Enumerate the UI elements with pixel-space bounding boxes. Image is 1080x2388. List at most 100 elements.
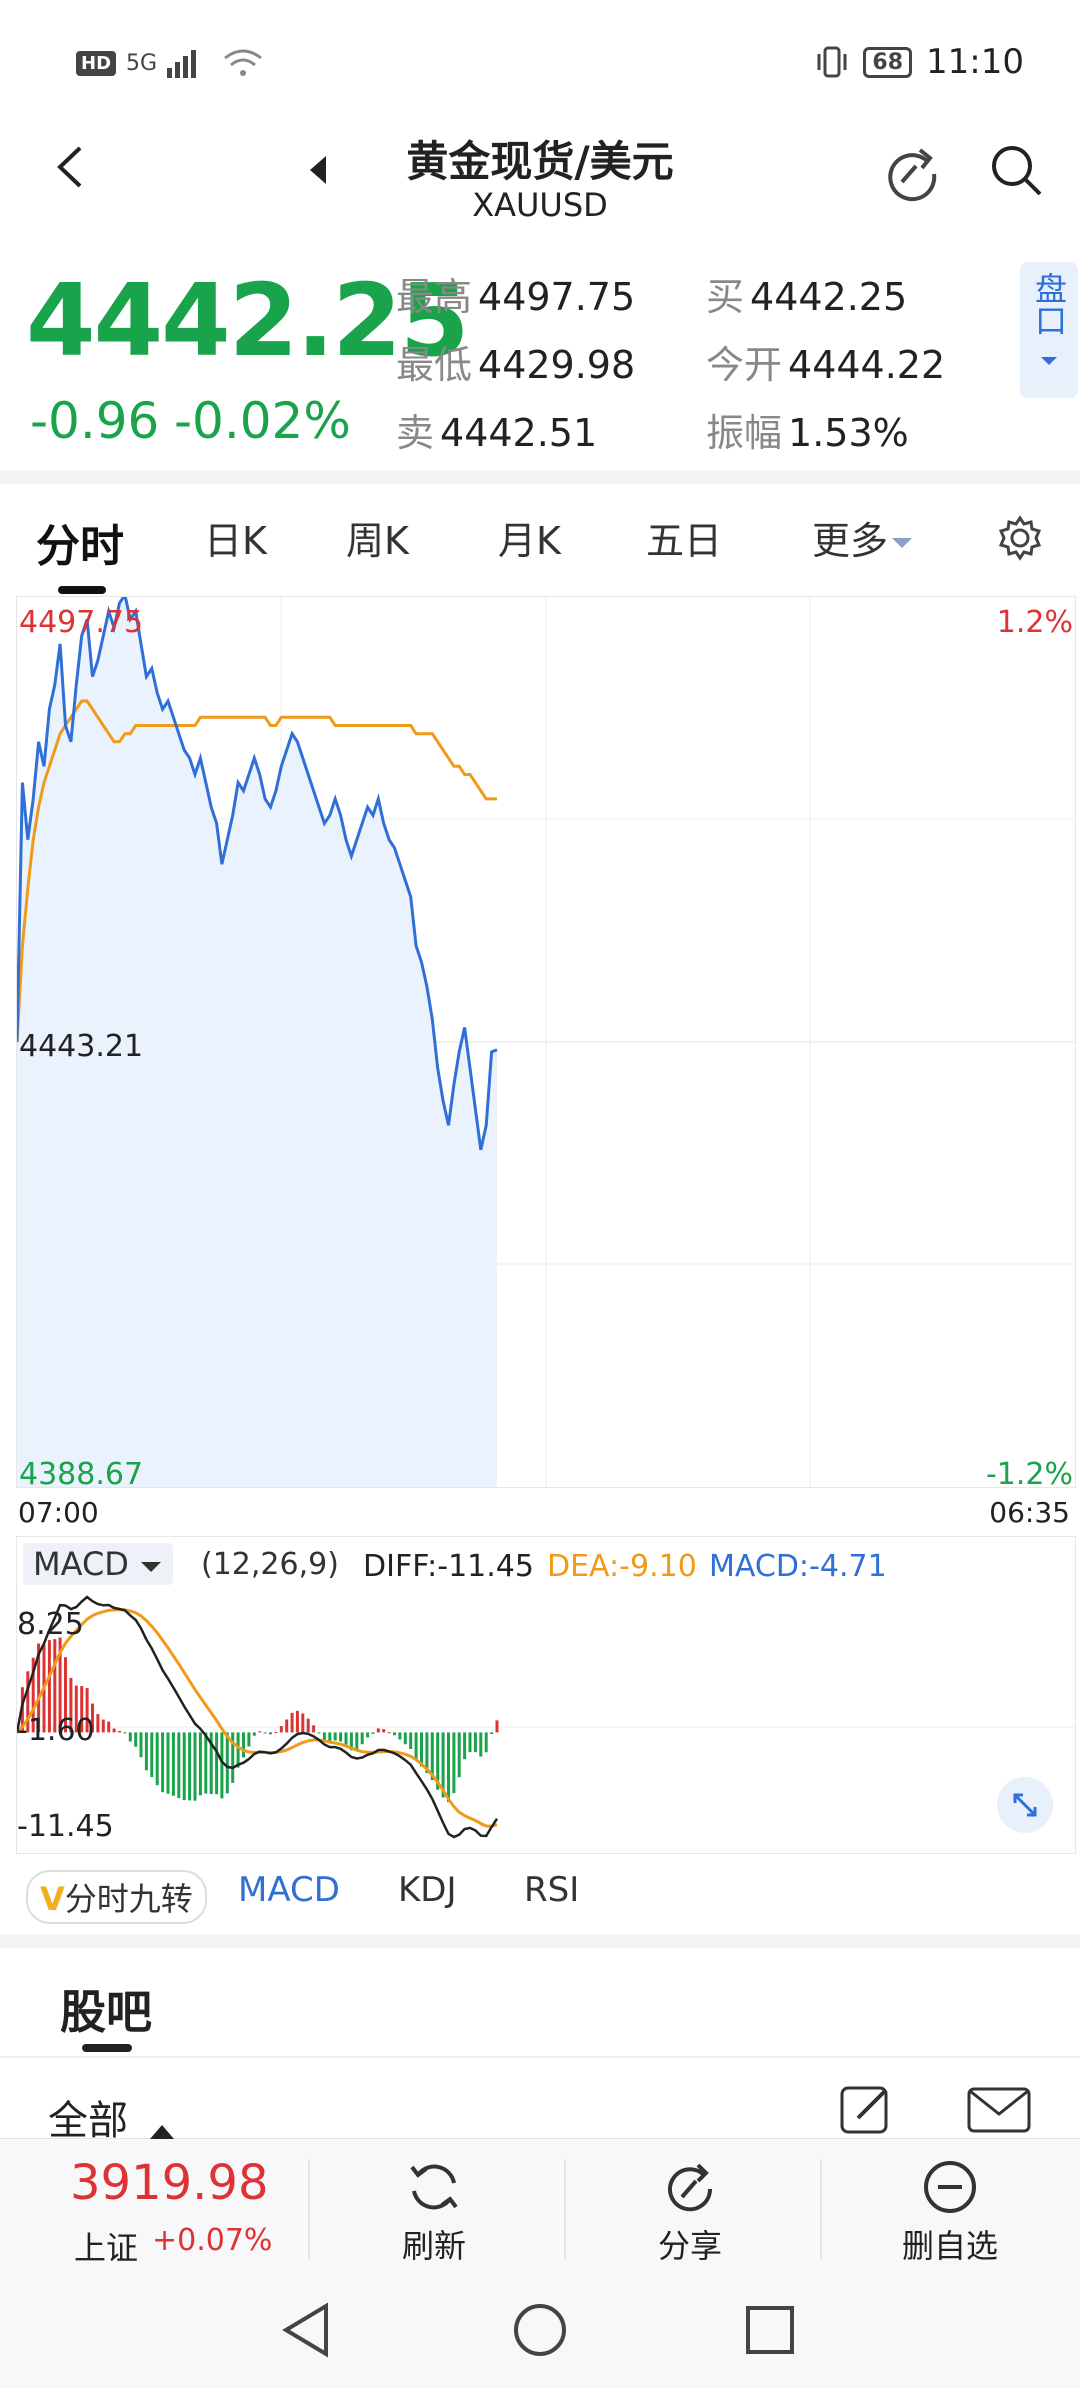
messages-button[interactable] [966, 2086, 1032, 2138]
macd-bar [495, 1720, 499, 1733]
macd-y-mid-label: -1.60 [17, 1713, 95, 1748]
tab-monthly-k[interactable]: 月K [498, 519, 561, 563]
macd-bar [473, 1732, 477, 1753]
divider [0, 2056, 1080, 2058]
macd-bar [53, 1639, 57, 1733]
macd-bar [349, 1732, 353, 1751]
forum-title: 股吧 [60, 1985, 152, 2039]
macd-bar [457, 1732, 461, 1778]
macd-bar [107, 1721, 111, 1733]
macd-bar [204, 1732, 208, 1794]
forum-filter-all[interactable]: 全部 [48, 2098, 128, 2144]
prev-symbol-button[interactable] [306, 152, 330, 192]
price-line [15, 591, 498, 1151]
share-icon [888, 148, 937, 202]
tab-daily-k[interactable]: 日K [204, 519, 267, 563]
share-top-button[interactable] [880, 140, 944, 208]
back-button[interactable] [50, 142, 90, 196]
macd-bar [290, 1712, 294, 1733]
tab-rsi[interactable]: RSI [524, 1870, 580, 1910]
macd-bar [258, 1731, 262, 1733]
sell-value: 4442.51 [440, 411, 598, 455]
macd-bar [15, 1732, 19, 1734]
low-value: 4429.98 [478, 343, 636, 387]
price-area-fill [17, 595, 497, 1487]
expand-icon [1013, 1793, 1037, 1817]
wifi-icon [224, 49, 262, 76]
current-price: 4442.25 [26, 262, 469, 379]
hd-icon: HD [76, 50, 117, 76]
macd-bar [285, 1719, 289, 1733]
refresh-button[interactable]: 刷新 [384, 2157, 484, 2267]
macd-bar [344, 1732, 348, 1746]
macd-bar [177, 1732, 181, 1799]
average-price-line [15, 699, 497, 1043]
macd-bar [134, 1732, 138, 1747]
mail-icon [967, 2087, 1031, 2133]
tab-weekly-k[interactable]: 周K [346, 519, 409, 563]
macd-bar [328, 1732, 332, 1743]
pct-axis-bottom-label: -1.2% [985, 1457, 1073, 1492]
macd-bar [366, 1732, 370, 1738]
macd-bar [166, 1732, 170, 1794]
macd-panel[interactable]: MACD (12,26,9) DIFF:-11.45 DEA:-9.10 MAC… [15, 1536, 1076, 1854]
macd-bar [360, 1732, 364, 1745]
macd-selector[interactable]: MACD [23, 1543, 174, 1585]
expand-button[interactable] [997, 1777, 1053, 1833]
open-label: 今开 [706, 343, 783, 387]
macd-bar [220, 1732, 224, 1799]
divider [0, 470, 1080, 484]
macd-bar [430, 1732, 434, 1781]
pankou-button[interactable]: 盘口 [1020, 262, 1078, 398]
quote-amplitude: 振幅 1.53% [706, 402, 909, 457]
macd-bar [85, 1688, 89, 1733]
macd-bar [139, 1732, 143, 1758]
x-axis-end-label: 06:35 [989, 1496, 1070, 1529]
triangle-up-icon [150, 2125, 174, 2139]
nav-home-icon[interactable] [512, 2302, 568, 2358]
chart-settings-button[interactable] [996, 514, 1044, 566]
tab-five-day[interactable]: 五日 [646, 519, 723, 563]
macd-bar [463, 1732, 467, 1760]
status-bar: HD 5G 68 11:10 [0, 0, 1080, 120]
macd-bar [128, 1732, 132, 1742]
share-button[interactable]: 分享 [640, 2157, 740, 2267]
macd-y-bottom-label: -11.45 [17, 1809, 114, 1844]
high-value: 4497.75 [478, 275, 636, 319]
macd-bar [484, 1732, 488, 1753]
macd-params: (12,26,9) [201, 1547, 339, 1582]
search-button[interactable] [986, 140, 1046, 204]
remove-watchlist-button[interactable]: 删自选 [880, 2157, 1020, 2267]
tab-intraday[interactable]: 分时 [36, 521, 124, 572]
intraday-chart[interactable]: 4497.75 4443.21 4388.67 1.2% -1.2% [15, 591, 1076, 1492]
macd-bar [371, 1732, 375, 1734]
divider [308, 2159, 310, 2259]
jiuzhuan-button[interactable]: V分时九转 [26, 1870, 207, 1924]
macd-bar [490, 1732, 494, 1734]
macd-bar [387, 1732, 391, 1734]
macd-bar [339, 1732, 343, 1742]
divider [564, 2159, 566, 2259]
nav-recents-icon[interactable] [744, 2304, 796, 2356]
macd-bar [263, 1732, 267, 1734]
quote-high: 最高 4497.75 [396, 266, 635, 321]
divider [0, 1934, 1080, 1948]
tab-macd[interactable]: MACD [238, 1870, 340, 1910]
battery-icon: 68 [863, 46, 913, 78]
tab-more[interactable]: 更多 [812, 510, 916, 565]
macd-bar [155, 1732, 159, 1786]
symbol-code: XAUUSD [472, 186, 608, 224]
status-right: 68 11:10 [815, 42, 1024, 82]
compose-post-button[interactable] [838, 2080, 894, 2140]
triangle-left-icon [310, 156, 326, 184]
macd-bar [409, 1732, 413, 1749]
macd-bar [242, 1732, 245, 1758]
macd-bar [69, 1677, 73, 1733]
index-value[interactable]: 3919.98 [70, 2155, 269, 2211]
macd-bar [295, 1710, 299, 1733]
nav-back-icon[interactable] [282, 2302, 332, 2358]
system-navigation-bar [0, 2278, 1080, 2388]
intraday-chart-svg [15, 591, 1075, 1487]
tab-kdj[interactable]: KDJ [398, 1870, 457, 1910]
clock: 11:10 [926, 42, 1024, 82]
